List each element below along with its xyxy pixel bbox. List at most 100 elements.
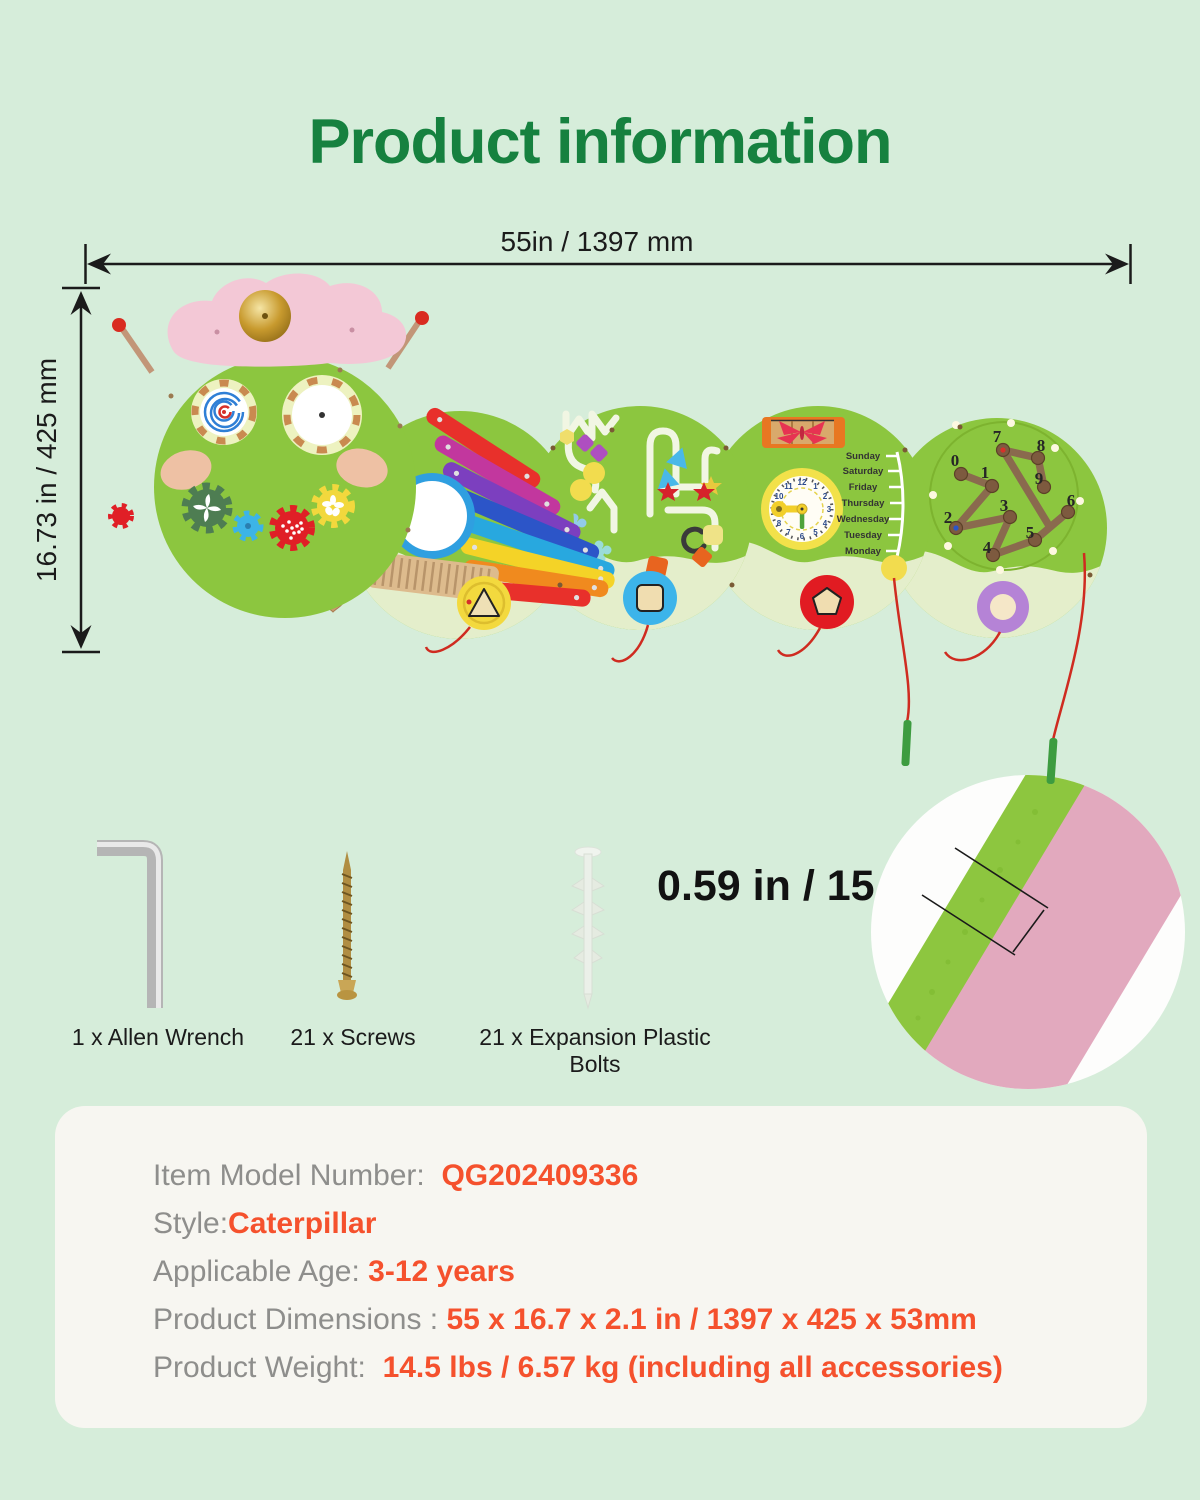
- string-handle-right: [1046, 737, 1058, 785]
- lacing-guide-dots: [929, 419, 1084, 574]
- svg-text:4: 4: [983, 538, 992, 557]
- arrowhead-right-icon: [1105, 253, 1129, 275]
- segment-clock-calendar: 12 1 2 3 4 5 6 7 8 9 10 11: [706, 406, 930, 767]
- width-dimension: 55in / 1397 mm: [84, 226, 1132, 284]
- svg-text:7: 7: [786, 528, 791, 537]
- cheek-right: [336, 448, 388, 488]
- product-diagram: 55in / 1397 mm 16.73 in / 425 mm: [31, 226, 1132, 785]
- svg-text:12: 12: [798, 478, 807, 487]
- svg-text:Thursday: Thursday: [842, 498, 885, 509]
- spec-label: Style:: [153, 1207, 229, 1240]
- caterpillar-busy-board: 0 1 2 3 4 5 6 7 8 9: [108, 273, 1107, 785]
- height-dimension: 16.73 in / 425 mm: [31, 286, 100, 654]
- accessory-label-bolts: 21 x Expansion Plastic Bolts: [479, 1024, 711, 1077]
- arrowhead-left-icon: [87, 253, 111, 275]
- gear-small-red: [108, 503, 134, 529]
- spec-label: Product Weight:: [153, 1351, 383, 1384]
- svg-text:9: 9: [1035, 469, 1044, 488]
- svg-text:5: 5: [1026, 523, 1035, 542]
- shape-sorter-pentagon: [800, 575, 854, 629]
- spec-card: Item Model Number: QG202409336 Style:Cat…: [55, 1106, 1147, 1428]
- sorter-string: [611, 624, 650, 663]
- gear-blue: [232, 510, 264, 542]
- measure-lines: [921, 847, 1049, 956]
- expansion-bolt-icon: [570, 846, 606, 1010]
- gear-yellow: [311, 484, 355, 528]
- svg-text:8: 8: [777, 519, 782, 528]
- svg-text:1: 1: [813, 482, 818, 491]
- segment-number-lacing: 0 1 2 3 4 5 6 7 8 9: [887, 418, 1107, 785]
- hour-hand: [771, 501, 802, 517]
- string-handle-left: [901, 720, 912, 767]
- butterfly-icon: [777, 421, 827, 444]
- spec-row-dimensions: Product Dimensions : 55 x 16.7 x 2.1 in …: [153, 1296, 1107, 1344]
- screw-icon: [337, 851, 357, 1000]
- joint-screws: [550, 424, 1093, 588]
- svg-text:2: 2: [944, 508, 953, 527]
- shape-sorter-square: [623, 571, 677, 625]
- hat-screws: [214, 327, 355, 335]
- svg-text:5: 5: [813, 528, 818, 537]
- spec-label: Item Model Number:: [153, 1159, 442, 1192]
- sorter-string: [943, 631, 1002, 662]
- spinner-eye: [282, 375, 362, 455]
- svg-text:2: 2: [823, 492, 828, 501]
- svg-text:Wednesday: Wednesday: [837, 514, 890, 525]
- spec-value: 3-12 years: [368, 1255, 515, 1288]
- page-title: Product information: [308, 107, 893, 177]
- gear-dark-green: [181, 482, 233, 534]
- gear-set: [108, 482, 355, 551]
- svg-text:Friday: Friday: [849, 482, 878, 493]
- thickness-callout: [871, 775, 1185, 1089]
- learning-clock: 12 1 2 3 4 5 6 7 8 9 10 11: [761, 468, 843, 550]
- width-dimension-label: 55in / 1397 mm: [501, 226, 694, 257]
- svg-text:Saturday: Saturday: [843, 466, 884, 477]
- sorter-string: [424, 626, 471, 654]
- svg-text:3: 3: [827, 505, 832, 514]
- lacing-pegs: [948, 442, 1076, 563]
- svg-text:6: 6: [800, 532, 805, 541]
- svg-text:11: 11: [784, 482, 793, 491]
- spec-value: QG202409336: [441, 1159, 639, 1192]
- weekday-ruler: [886, 451, 905, 558]
- shape-sorter-triangle: [457, 576, 511, 630]
- svg-text:Tuesday: Tuesday: [844, 530, 883, 541]
- svg-text:8: 8: [1037, 436, 1046, 455]
- spec-value: Caterpillar: [228, 1207, 377, 1240]
- height-dimension-label: 16.73 in / 425 mm: [31, 358, 62, 582]
- svg-text:10: 10: [775, 492, 784, 501]
- yellow-knob: [881, 555, 907, 581]
- sorter-string: [776, 627, 822, 657]
- accessory-label-wrench: 1 x Allen Wrench: [71, 1024, 245, 1050]
- spec-label: Applicable Age:: [153, 1255, 369, 1288]
- spec-row-weight: Product Weight: 14.5 lbs / 6.57 kg (incl…: [153, 1344, 1107, 1392]
- spec-row-model: Item Model Number: QG202409336: [153, 1152, 1107, 1200]
- pink-back-panel: [890, 775, 1185, 1089]
- butterfly-flip-blocks: [762, 417, 845, 448]
- weekday-list: Sunday Saturday Friday Thursday Wednesda…: [837, 451, 890, 557]
- spiral-eye: [191, 379, 257, 445]
- spec-row-style: Style:Caterpillar: [153, 1200, 1107, 1248]
- lacing-numbers: 0 1 2 3 4 5 6 7 8 9: [944, 427, 1076, 557]
- pull-string-right: [1051, 552, 1087, 741]
- gear-red: [269, 505, 315, 551]
- edge-texture: [915, 809, 1038, 1021]
- cheek-left: [160, 450, 212, 490]
- segment-head: [108, 273, 429, 618]
- xylophone: [426, 407, 615, 607]
- spec-value: 55 x 16.7 x 2.1 in / 1397 x 425 x 53mm: [446, 1303, 977, 1336]
- svg-text:Monday: Monday: [845, 546, 882, 557]
- svg-text:3: 3: [1000, 496, 1009, 515]
- edge-closeup-image: [871, 775, 1185, 1089]
- svg-text:6: 6: [1067, 491, 1076, 510]
- svg-text:1: 1: [981, 463, 990, 482]
- spec-label: Product Dimensions :: [153, 1303, 447, 1336]
- svg-text:Sunday: Sunday: [846, 451, 881, 462]
- arrowhead-down-icon: [70, 625, 92, 649]
- accessory-label-screws: 21 x Screws: [290, 1024, 416, 1050]
- pull-string-left: [892, 577, 911, 723]
- spec-value: 14.5 lbs / 6.57 kg (including all access…: [382, 1351, 1003, 1384]
- allen-wrench-icon: [97, 840, 163, 1008]
- arrowhead-up-icon: [70, 291, 92, 315]
